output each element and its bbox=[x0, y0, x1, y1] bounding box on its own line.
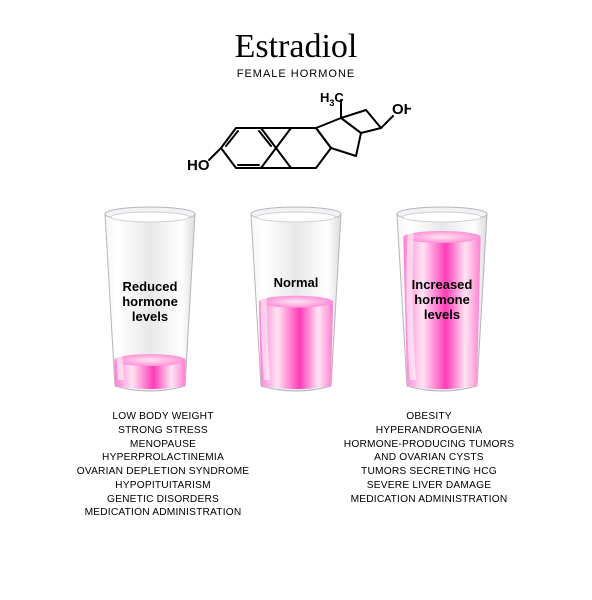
cause-line: STRONG STRESS bbox=[48, 424, 278, 438]
cause-line: MEDICATION ADMINISTRATION bbox=[48, 506, 278, 520]
molecule-structure: HO OH H3C bbox=[181, 88, 411, 198]
vial-reduced: Reducedhormonelevels bbox=[91, 206, 209, 396]
vial-label: Reducedhormonelevels bbox=[91, 280, 209, 325]
vial-label: Increasedhormonelevels bbox=[383, 278, 501, 323]
vial-increased: Increasedhormonelevels bbox=[383, 206, 501, 396]
causes-reduced: LOW BODY WEIGHTSTRONG STRESSMENOPAUSEHYP… bbox=[48, 410, 278, 520]
cause-line: HYPOPITUITARISM bbox=[48, 479, 278, 493]
cause-line: HYPERANDROGENIA bbox=[314, 424, 544, 438]
page-subtitle: FEMALE HORMONE bbox=[0, 68, 592, 80]
vial-normal: Normal bbox=[237, 206, 355, 396]
cause-line: LOW BODY WEIGHT bbox=[48, 410, 278, 424]
cause-line: OBESITY bbox=[314, 410, 544, 424]
cause-line: AND OVARIAN CYSTS bbox=[314, 451, 544, 465]
cause-line: GENETIC DISORDERS bbox=[48, 493, 278, 507]
cause-line: TUMORS SECRETING HCG bbox=[314, 465, 544, 479]
cause-line: SEVERE LIVER DAMAGE bbox=[314, 479, 544, 493]
header: Estradiol FEMALE HORMONE bbox=[0, 0, 592, 80]
atom-label-ho: HO bbox=[187, 157, 210, 174]
cause-line: HORMONE-PRODUCING TUMORS bbox=[314, 438, 544, 452]
cause-line: MEDICATION ADMINISTRATION bbox=[314, 493, 544, 507]
causes-increased: OBESITYHYPERANDROGENIAHORMONE-PRODUCING … bbox=[314, 410, 544, 520]
atom-label-oh: OH bbox=[392, 101, 411, 118]
vials-row: Reducedhormonelevels Normal bbox=[0, 206, 592, 396]
cause-line: HYPERPROLACTINEMIA bbox=[48, 451, 278, 465]
page-title: Estradiol bbox=[0, 28, 592, 66]
causes-row: LOW BODY WEIGHTSTRONG STRESSMENOPAUSEHYP… bbox=[0, 396, 592, 520]
vial-label: Normal bbox=[237, 276, 355, 291]
cause-line: OVARIAN DEPLETION SYNDROME bbox=[48, 465, 278, 479]
cause-line: MENOPAUSE bbox=[48, 438, 278, 452]
